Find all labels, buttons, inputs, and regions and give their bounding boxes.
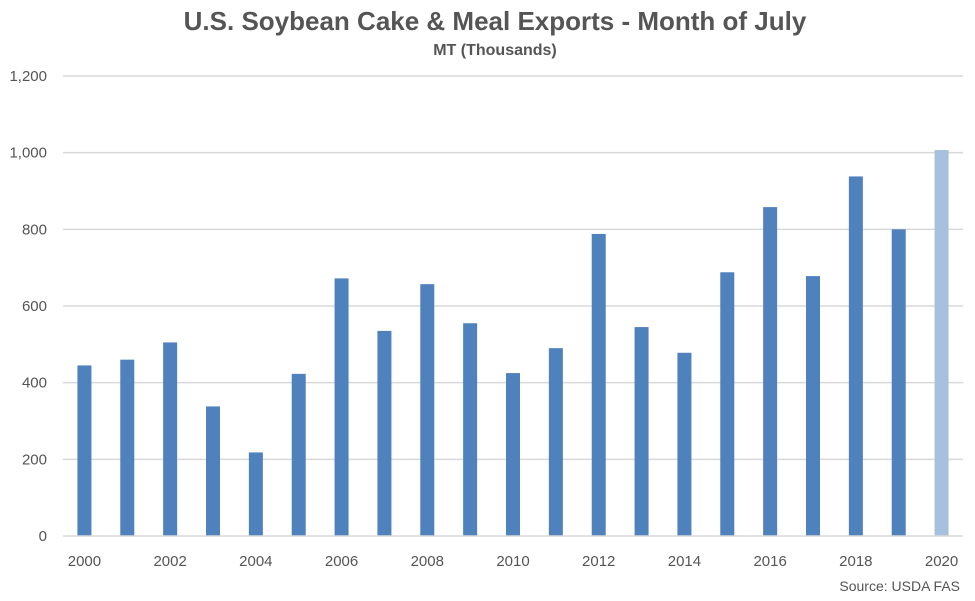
- bar-2016: [763, 207, 778, 536]
- x-tick-label: 2020: [925, 553, 958, 570]
- y-tick-label: 600: [22, 298, 47, 315]
- bar-2000: [77, 365, 92, 536]
- bar-2013: [634, 327, 649, 536]
- x-tick-label: 2016: [753, 553, 786, 570]
- bar-2015: [720, 272, 735, 536]
- bar-2011: [548, 348, 563, 536]
- x-tick-label: 2008: [411, 553, 444, 570]
- bar-2008: [420, 284, 435, 536]
- x-tick-label: 2014: [668, 553, 701, 570]
- bar-2009: [463, 323, 478, 536]
- chart-title: U.S. Soybean Cake & Meal Exports - Month…: [183, 6, 807, 36]
- y-tick-label: 1,200: [9, 68, 47, 85]
- x-tick-label: 2002: [153, 553, 186, 570]
- bar-2005: [291, 373, 306, 536]
- bar-2002: [163, 342, 178, 536]
- x-axis-ticks: 2000 2002 2004 2006 2008 2010 2012 2014 2016 2018…: [68, 553, 959, 570]
- bar-2003: [206, 406, 220, 536]
- bar-2004: [248, 452, 263, 536]
- source-note: Source: USDA FAS: [839, 578, 960, 594]
- x-tick-label: 2000: [68, 553, 101, 570]
- bar-2014: [677, 352, 692, 536]
- chart-subtitle: MT (Thousands): [433, 42, 557, 59]
- x-tick-label: 2018: [839, 553, 872, 570]
- bar-2012: [591, 233, 606, 536]
- y-tick-label: 0: [39, 528, 47, 545]
- y-tick-label: 200: [22, 451, 47, 468]
- y-tick-label: 800: [22, 221, 47, 238]
- bar-2020: [934, 149, 949, 536]
- x-tick-label: 2006: [325, 553, 358, 570]
- y-axis-ticks: 0 200 400 600 800 1,000 1,200: [9, 68, 47, 545]
- x-tick-label: 2012: [582, 553, 615, 570]
- bar-2019: [891, 229, 906, 537]
- y-tick-label: 400: [22, 375, 47, 392]
- bar-2010: [506, 373, 520, 536]
- y-tick-label: 1,000: [9, 145, 47, 162]
- bar-2006: [334, 278, 349, 536]
- bar-2018: [848, 176, 863, 536]
- bar-2001: [120, 359, 135, 536]
- x-tick-label: 2004: [239, 553, 272, 570]
- bar-2007: [377, 330, 392, 536]
- bar-2017: [806, 276, 820, 536]
- x-tick-label: 2010: [496, 553, 529, 570]
- bars: [77, 149, 949, 537]
